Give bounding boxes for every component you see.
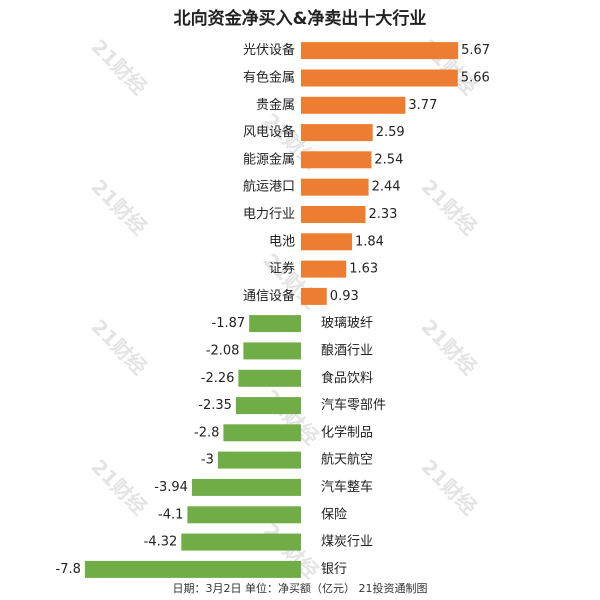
category-label: 保险 xyxy=(321,507,347,522)
category-label: 贵金属 xyxy=(256,97,295,113)
value-label: -1.87 xyxy=(212,316,246,331)
watermark-text: 21财经 xyxy=(87,34,152,99)
category-label: 通信设备 xyxy=(243,288,295,304)
watermark-text: 21财经 xyxy=(417,454,482,519)
category-label: 化学制品 xyxy=(321,424,373,440)
category-label: 航运港口 xyxy=(243,179,295,195)
bar-7 xyxy=(301,206,366,223)
value-label: 1.63 xyxy=(349,262,378,277)
bar-2 xyxy=(301,69,458,87)
category-label: 电力行业 xyxy=(243,207,295,222)
bar-18 xyxy=(187,506,301,524)
bar-4 xyxy=(301,124,373,142)
bar-10 xyxy=(301,287,327,305)
chart-footer: 日期：3月2日 单位：净买额（亿元） 21投资通制图 xyxy=(172,582,428,595)
category-label: 航天航空 xyxy=(321,452,373,468)
value-label: -2.08 xyxy=(206,343,240,358)
value-label: -2.35 xyxy=(198,398,232,413)
bar-15 xyxy=(223,424,301,442)
category-label: 酿酒行业 xyxy=(321,342,373,358)
value-label: 5.67 xyxy=(461,43,490,58)
watermark-text: 21财经 xyxy=(87,454,152,519)
watermark-text: 21财经 xyxy=(87,174,152,239)
category-label: 汽车整车 xyxy=(321,479,373,495)
label-layer: 光伏设备 5.67 有色金属 5.66 贵金属 3.77 风电设备 2.59 能源金属 2.54 航… xyxy=(56,42,491,577)
bar-8 xyxy=(301,233,352,251)
value-label: 3.77 xyxy=(408,98,437,113)
value-label: -3.94 xyxy=(154,480,188,495)
bar-17 xyxy=(191,478,301,496)
category-label: 风电设备 xyxy=(243,124,295,140)
value-label: -2.8 xyxy=(194,425,219,440)
bar-12 xyxy=(243,342,301,360)
bar-9 xyxy=(301,260,347,278)
value-label: 2.44 xyxy=(372,180,401,195)
value-label: -3 xyxy=(201,453,214,468)
bar-5 xyxy=(301,151,372,169)
category-label: 玻璃玻纤 xyxy=(321,316,373,331)
category-label: 银行 xyxy=(321,562,347,577)
value-label: -4.32 xyxy=(144,535,178,550)
value-label: -2.26 xyxy=(201,371,235,386)
value-label: 2.33 xyxy=(369,207,398,222)
watermark-text: 21财经 xyxy=(417,174,482,239)
category-label: 食品饮料 xyxy=(321,370,373,386)
bar-13 xyxy=(238,369,301,387)
value-label: 2.54 xyxy=(374,152,403,167)
category-label: 光伏设备 xyxy=(243,42,295,58)
value-label: 1.84 xyxy=(355,234,384,249)
category-label: 证券 xyxy=(269,261,295,277)
category-label: 能源金属 xyxy=(243,151,295,167)
bar-19 xyxy=(181,533,301,551)
bar-14 xyxy=(235,397,301,415)
value-label: 2.59 xyxy=(376,125,405,140)
category-label: 有色金属 xyxy=(243,70,295,86)
chart-title: 北向资金净买入&净卖出十大行业 xyxy=(173,9,427,29)
bar-1 xyxy=(301,42,459,60)
bar-layer xyxy=(84,42,459,578)
value-label: -7.8 xyxy=(56,562,81,577)
category-label: 煤炭行业 xyxy=(321,535,373,550)
category-label: 电池 xyxy=(269,234,295,249)
bar-3 xyxy=(301,96,406,114)
bar-11 xyxy=(249,315,301,333)
value-label: 0.93 xyxy=(330,289,359,304)
bar-20 xyxy=(84,560,302,578)
watermark-text: 21财经 xyxy=(87,314,152,379)
category-label: 汽车零部件 xyxy=(321,397,386,413)
value-label: -4.1 xyxy=(158,507,183,522)
bar-16 xyxy=(217,451,301,469)
watermark-text: 21财经 xyxy=(417,314,482,379)
bar-6 xyxy=(301,178,369,196)
value-label: 5.66 xyxy=(461,71,490,86)
